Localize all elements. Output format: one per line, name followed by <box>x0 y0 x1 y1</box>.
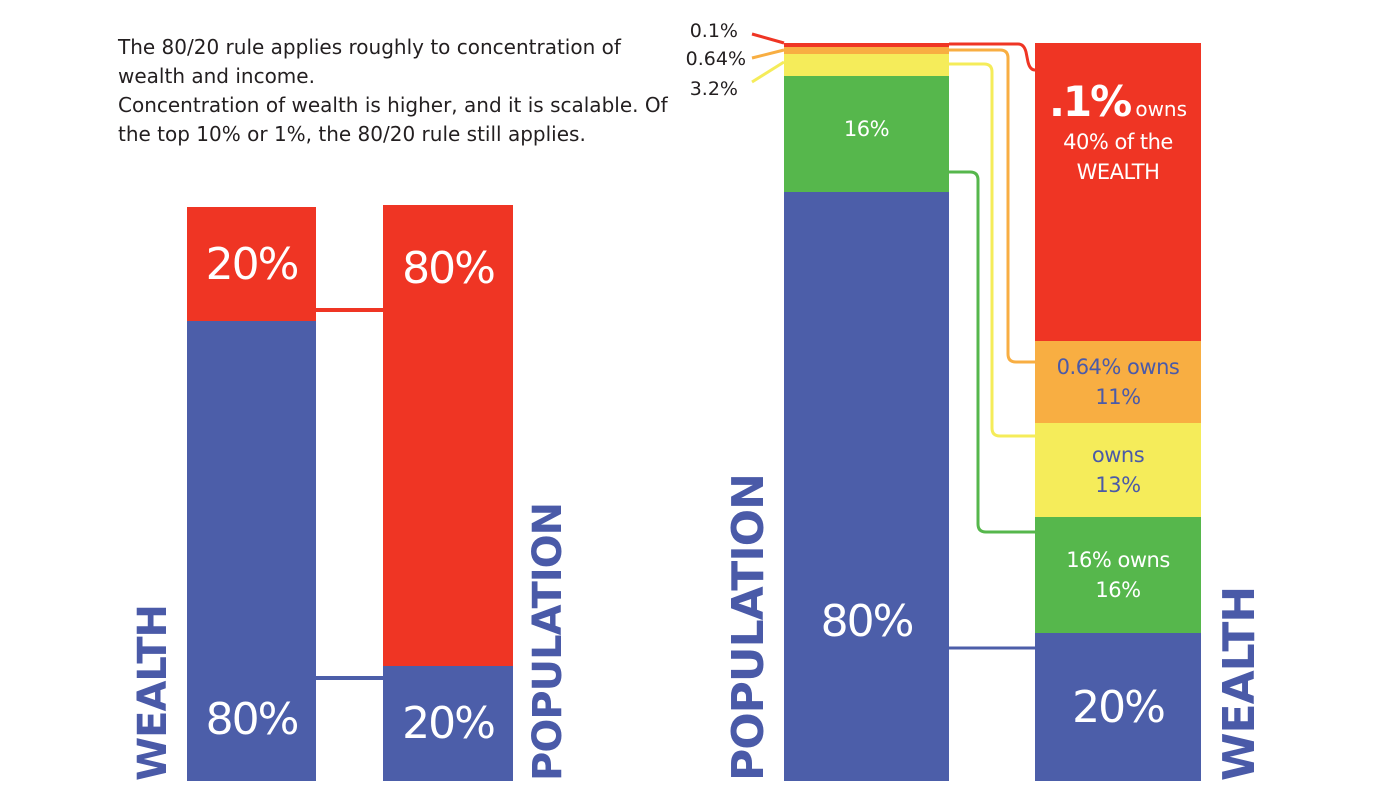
connector-red <box>949 42 1036 72</box>
wealth-16-line1: 16% owns <box>1066 548 1170 572</box>
pop-80-label: 80% <box>820 596 915 647</box>
wealth-13-line1: owns <box>1091 443 1145 467</box>
wealth-13-line2: 13% <box>1095 473 1141 497</box>
pop-label-0.1: 0.1% <box>689 20 738 42</box>
pop-seg-80: 80% <box>784 192 949 781</box>
wealth-40-line3: WEALTH <box>1076 160 1160 184</box>
left-wealth-bottom-label: 80% <box>205 694 300 745</box>
pop-16-label: 16% <box>843 117 890 141</box>
wealth-seg-20: 20% <box>1035 633 1201 781</box>
left-wealth-top-label: 20% <box>205 238 300 290</box>
wealth-seg-13: owns 13% <box>1035 423 1201 517</box>
wealth-40-owns: owns <box>1135 97 1188 121</box>
connector-green <box>949 170 1035 534</box>
left-wealth-bar-bottom: 80% <box>187 321 316 781</box>
left-pop-bar-top: 80% <box>383 205 513 666</box>
wealth-11-line1: 0.64% owns <box>1056 355 1180 379</box>
wealth-seg-11: 0.64% owns 11% <box>1035 341 1201 423</box>
left-pop-bar-bottom: 20% <box>383 666 513 781</box>
tick-0.1 <box>751 32 785 45</box>
pop-seg-16: 16% <box>784 76 949 192</box>
wealth-seg-40: .1% owns 40% of the WEALTH <box>1035 43 1201 341</box>
left-wealth-bar-top: 20% <box>187 207 316 321</box>
tick-3.2 <box>751 60 785 84</box>
intro-line-2: Concentration of wealth is higher, and i… <box>118 93 668 146</box>
intro-line-1: The 80/20 rule applies roughly to concen… <box>118 35 621 88</box>
wealth-seg-16: 16% owns 16% <box>1035 517 1201 633</box>
connector-yellow <box>949 62 1035 438</box>
wealth-40-headline: .1% owns <box>1049 81 1187 123</box>
pop-label-0.64: 0.64% <box>685 48 746 70</box>
wealth-20-label: 20% <box>1072 681 1166 733</box>
left-pop-top-label: 80% <box>402 243 496 294</box>
wealth-40-bold: .1% <box>1048 77 1132 126</box>
pop-seg-3.2 <box>784 54 949 76</box>
intro-text: The 80/20 rule applies roughly to concen… <box>118 33 678 149</box>
connector-orange <box>949 48 1035 364</box>
wealth-40-line2: 40% of the <box>1063 130 1173 154</box>
pop-seg-0.64 <box>784 47 949 54</box>
tick-0.64 <box>751 48 785 60</box>
pop-label-3.2: 3.2% <box>689 78 738 100</box>
wealth-16-line2: 16% <box>1095 578 1141 602</box>
left-pop-bottom-label: 20% <box>402 698 496 749</box>
pop-seg-0.1 <box>784 43 949 47</box>
wealth-11-line2: 11% <box>1095 385 1141 409</box>
